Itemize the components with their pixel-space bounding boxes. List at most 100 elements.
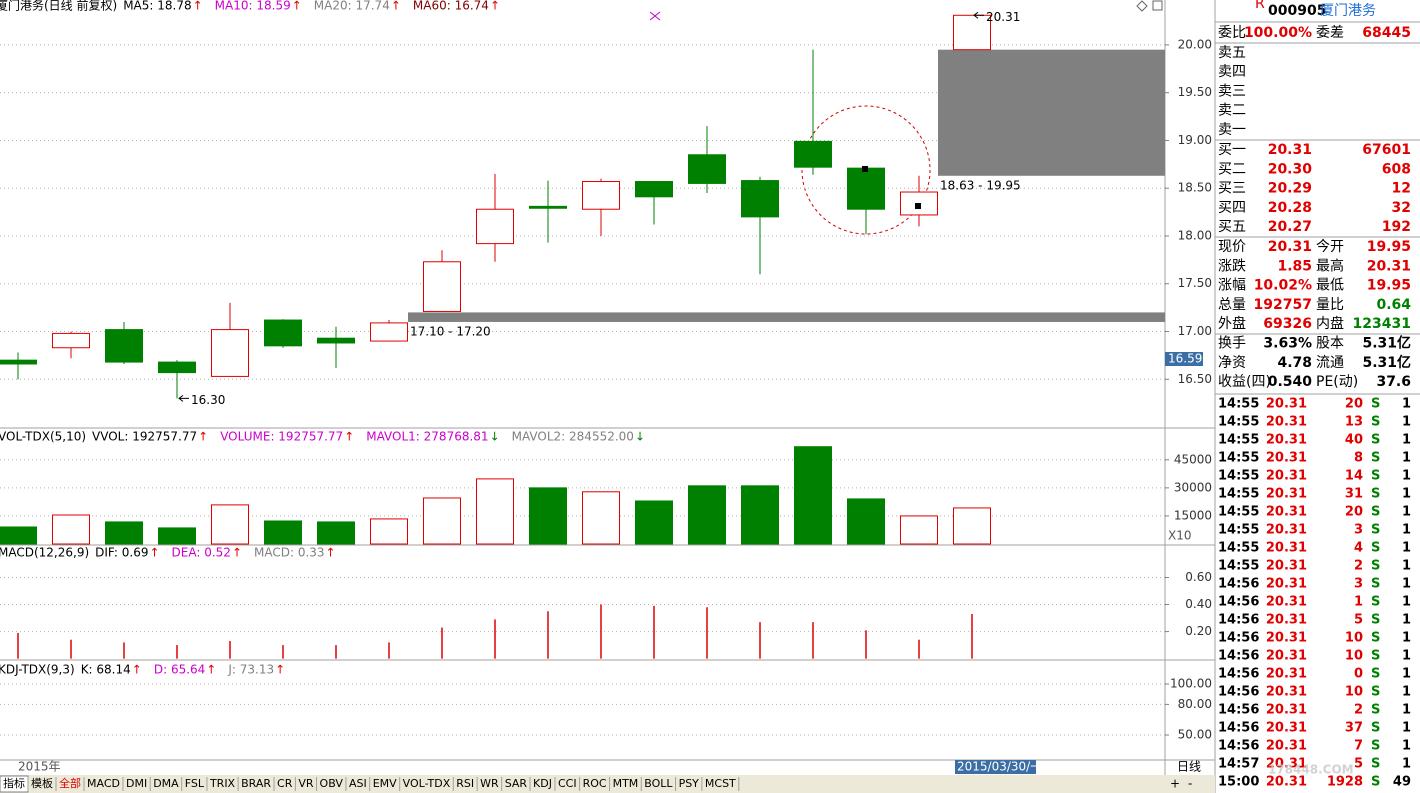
tab-label[interactable]: OBV [320,777,344,790]
diamond-icon[interactable] [1136,0,1148,12]
field-label: 今开 [1316,239,1344,255]
tab[interactable]: MACD [87,777,124,791]
tab-label[interactable]: WR [480,777,499,790]
bid-label: 买一 [1218,142,1246,158]
tab[interactable]: SAR [505,777,531,791]
y-tick-label: 16.50 [1178,372,1212,386]
zoom-out[interactable]: - [1188,777,1192,791]
zoom-in[interactable]: + [1170,777,1180,791]
marker-arrow [178,394,189,402]
field-value: 0.540 [1268,374,1313,390]
field-value: 10.02% [1254,278,1312,294]
trade-volume: 31 [1345,487,1363,502]
tab-label[interactable]: BRAR [241,777,271,790]
trade-side: S [1371,685,1380,700]
tab-label[interactable]: BOLL [644,777,673,790]
tab-label[interactable]: CR [277,777,293,790]
tab[interactable]: OBV [320,777,347,791]
panel-title: VOL-TDX(5,10) [0,430,86,444]
tab-label[interactable]: PSY [679,777,700,790]
tab-label[interactable]: KDJ [533,777,552,790]
trade-time: 14:55 [1218,433,1259,448]
candle-body [688,154,726,184]
tab[interactable]: KDJ [533,777,556,791]
tab[interactable]: DMI [126,777,151,791]
trade-count: 1 [1402,721,1411,736]
trade-side: S [1371,469,1380,484]
tab-label[interactable]: MCST [705,777,736,790]
tab[interactable]: TRIX [209,777,239,791]
tab-label[interactable]: SAR [505,777,528,790]
tab[interactable]: VOL-TDX [403,777,454,791]
tab[interactable]: ROC [583,777,611,791]
field-value: 19.95 [1367,278,1411,294]
tab-label[interactable]: MTM [613,777,639,790]
bid-label: 买五 [1218,219,1246,235]
trade-price: 20.31 [1266,451,1307,466]
tab-label[interactable]: DMI [126,777,147,790]
tab-label[interactable]: 模板 [31,776,53,790]
tab-label[interactable]: VOL-TDX [403,777,451,790]
field-value: 0.64 [1376,297,1411,313]
tab-label[interactable]: TRIX [209,777,236,790]
tab[interactable]: DMA [153,777,183,791]
tab[interactable]: BRAR [241,777,275,791]
tab-label[interactable]: VR [298,777,314,790]
field-label: 净资 [1218,355,1246,371]
tab[interactable]: FSL [185,777,208,791]
y-tick-label: 17.00 [1178,324,1212,338]
tab[interactable]: 模板 [31,776,57,791]
tab-label[interactable]: DMA [153,777,179,790]
trade-price: 20.31 [1266,541,1307,556]
tab[interactable]: RSI [456,777,478,791]
trade-count: 1 [1402,739,1411,754]
tab[interactable]: MCST [705,777,740,791]
bid-volume: 67601 [1362,142,1411,158]
tab-label[interactable]: RSI [456,777,474,790]
trade-count: 1 [1402,613,1411,628]
box-icon[interactable] [1152,0,1163,11]
tab[interactable]: EMV [373,777,401,791]
volume-bar [847,498,885,545]
volume-bar [900,515,938,545]
flag: R [1255,0,1265,12]
tab[interactable]: VR [298,777,318,791]
volume-bar [264,520,302,545]
trade-volume: 4 [1354,541,1363,556]
tab-label[interactable]: 指标 [3,776,25,790]
trade-side: S [1371,577,1380,592]
tab[interactable]: 全部 [59,776,85,791]
tab[interactable]: ASI [349,777,371,791]
tab[interactable]: PSY [679,777,703,791]
tab[interactable]: 指标 [0,775,29,793]
field-label: 股本 [1316,336,1344,352]
tab-label[interactable]: CCI [558,777,577,790]
trade-price: 20.31 [1266,703,1307,718]
legend-value: MA10: 18.59 [215,0,291,13]
trade-time: 14:56 [1218,703,1259,718]
tab[interactable]: CR [277,777,296,791]
trade-time: 14:56 [1218,721,1259,736]
tab[interactable]: MTM [613,777,642,791]
tab-label[interactable]: MACD [87,777,120,790]
candle-body [264,319,302,347]
tab-label[interactable]: FSL [185,777,205,790]
y-tick-label: 80.00 [1178,697,1212,711]
bid-volume: 192 [1382,219,1411,235]
tab[interactable]: BOLL [644,777,677,791]
bid-label: 买四 [1218,200,1246,216]
trade-volume: 14 [1345,469,1363,484]
tab[interactable]: WR [480,777,503,791]
tab-label[interactable]: EMV [373,777,397,790]
tab-label[interactable]: ROC [583,777,607,790]
tab-label[interactable]: ASI [349,777,367,790]
legend-value: K: 68.14 [81,663,131,677]
tab[interactable]: CCI [558,777,581,791]
field-value: 3.63% [1263,336,1312,352]
trade-side: S [1371,451,1380,466]
y-tick-label: 18.00 [1178,228,1212,242]
stock-name: 厦门港务 [1320,3,1376,19]
tab-label[interactable]: 全部 [59,776,81,790]
